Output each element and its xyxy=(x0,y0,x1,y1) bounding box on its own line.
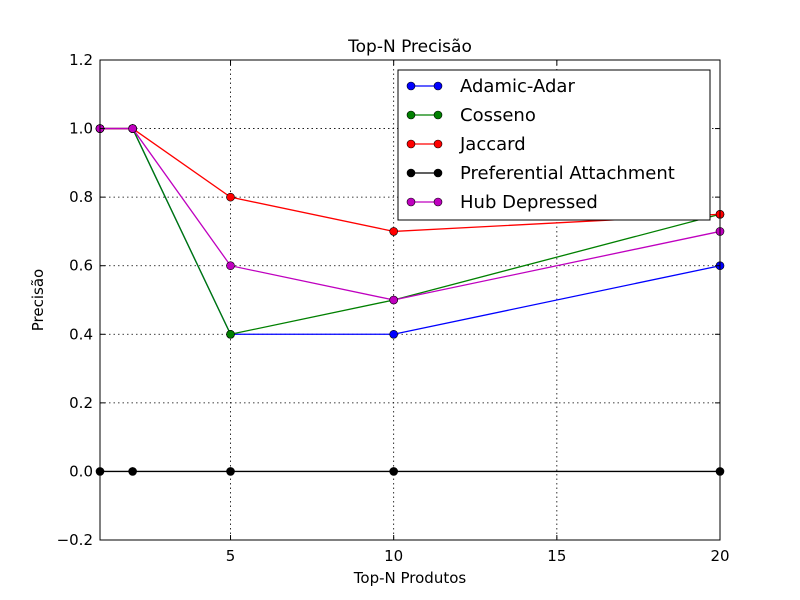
data-point xyxy=(226,329,235,339)
y-tick-label: −0.2 xyxy=(57,531,93,549)
legend: Adamic-Adar Cosseno Jaccard Preferential At… xyxy=(397,69,711,221)
y-tick-label: 1.2 xyxy=(69,51,93,69)
legend-marker xyxy=(406,139,416,149)
data-point xyxy=(389,295,398,305)
legend-marker xyxy=(406,110,416,120)
legend-label: Jaccard xyxy=(459,134,526,155)
legend-label: Preferential Attachment xyxy=(460,163,675,184)
legend-entry: Jaccard xyxy=(406,134,526,155)
data-point xyxy=(128,124,137,133)
legend-entry: Hub Depressed xyxy=(406,192,598,213)
data-point xyxy=(389,467,398,476)
legend-marker xyxy=(433,168,443,178)
data-point xyxy=(226,467,235,476)
y-axis-label: Precisão xyxy=(29,269,47,331)
legend-entry: Adamic-Adar xyxy=(406,76,575,97)
y-tick-label: 0.6 xyxy=(69,257,93,275)
legend-entry: Cosseno xyxy=(406,105,536,126)
series-layer xyxy=(95,124,725,476)
legend-marker xyxy=(433,81,443,91)
data-point xyxy=(226,261,235,271)
legend-marker xyxy=(406,81,416,91)
data-point xyxy=(389,329,398,339)
series-preferential-attachment xyxy=(95,467,725,476)
legend-marker xyxy=(433,110,443,120)
chart-title: Top-N Precisão xyxy=(347,37,472,57)
y-tick-label: 0.4 xyxy=(69,325,93,343)
data-point xyxy=(128,467,137,476)
x-tick-labels: 5 10 15 20 xyxy=(226,547,730,565)
y-tick-label: 0.0 xyxy=(69,462,93,480)
legend-entries: Adamic-Adar Cosseno Jaccard Preferential At… xyxy=(406,76,675,213)
plot-frame xyxy=(99,59,721,541)
legend-label: Adamic-Adar xyxy=(460,76,575,97)
legend-label: Cosseno xyxy=(460,105,536,126)
axis-ticks xyxy=(100,59,721,541)
legend-marker xyxy=(433,139,443,149)
legend-label: Hub Depressed xyxy=(460,192,598,213)
legend-marker xyxy=(433,197,443,207)
x-tick-label: 15 xyxy=(547,547,566,565)
series-hub-depressed xyxy=(95,124,725,305)
x-tick-label: 5 xyxy=(226,547,236,565)
legend-marker xyxy=(406,168,416,178)
y-tick-label: 0.2 xyxy=(69,394,93,412)
data-point xyxy=(226,192,235,202)
legend-marker xyxy=(406,197,416,207)
data-point xyxy=(389,227,398,236)
legend-box xyxy=(397,69,711,221)
x-tick-label: 20 xyxy=(710,547,729,565)
legend-entry: Preferential Attachment xyxy=(406,163,675,184)
y-tick-labels: −0.2 0.0 0.2 0.4 0.6 0.8 1.0 1.2 xyxy=(57,51,93,549)
x-tick-label: 10 xyxy=(384,547,403,565)
y-tick-label: 1.0 xyxy=(69,120,93,138)
x-axis-label: Top-N Produtos xyxy=(353,569,467,587)
y-tick-label: 0.8 xyxy=(69,188,93,206)
